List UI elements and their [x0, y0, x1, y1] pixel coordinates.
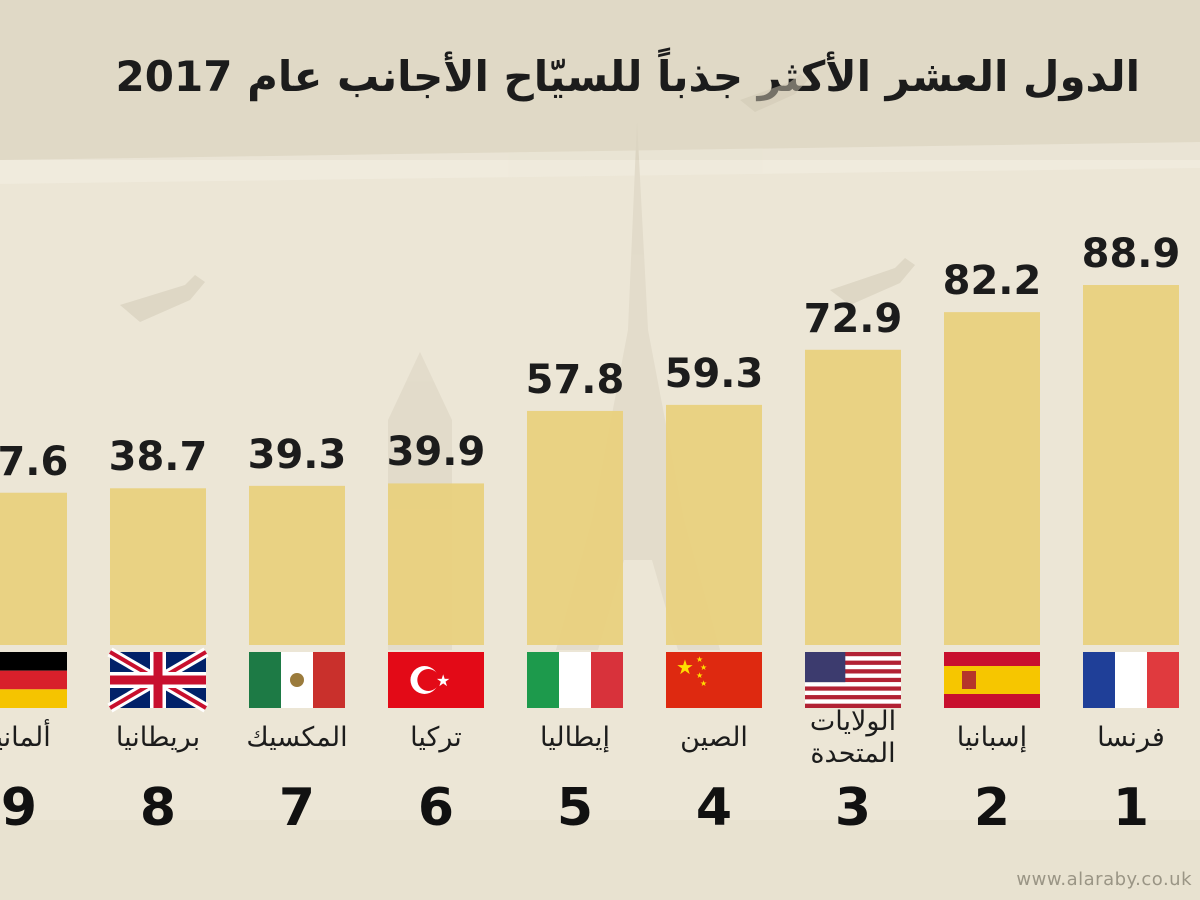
- usa-flag-icon: [805, 652, 901, 708]
- big-ben-spire: [388, 352, 452, 420]
- bar: [249, 485, 345, 645]
- bar: [110, 488, 206, 645]
- ground-strip: [0, 820, 1200, 900]
- site-credit: www.alaraby.co.uk: [1016, 869, 1192, 890]
- rank-label: 5: [556, 778, 594, 838]
- value-label: 39.3: [247, 431, 347, 478]
- rank-label: 6: [417, 778, 455, 838]
- value-label: 82.2: [942, 258, 1042, 305]
- bar: [666, 404, 762, 645]
- svg-text:★: ★: [436, 671, 450, 690]
- uk-flag-icon: [107, 647, 209, 713]
- country-label: فرنسا: [1097, 722, 1165, 753]
- bar: [527, 410, 623, 645]
- rank-label: 1: [1112, 778, 1150, 838]
- airplane-icon: [830, 258, 915, 305]
- chart-title: الدول العشر الأكثر جذباً للسيّاح الأجانب…: [115, 52, 1140, 101]
- header-band: [0, 0, 1200, 160]
- bar: [944, 312, 1040, 645]
- rank-label: 3: [834, 778, 872, 838]
- country-label: إسبانيا: [956, 722, 1028, 753]
- country-label: الصين: [680, 722, 748, 753]
- svg-text:★: ★: [696, 655, 703, 664]
- value-label: 37.6: [0, 438, 69, 485]
- svg-text:★: ★: [700, 679, 707, 688]
- italy-flag-icon: [527, 652, 623, 708]
- bar: [1083, 285, 1179, 645]
- airplane-icon: [740, 74, 808, 112]
- value-label: 72.9: [803, 295, 903, 342]
- rank-label: 2: [973, 778, 1011, 838]
- bar: [805, 349, 901, 645]
- bar: [388, 483, 484, 645]
- airplane-icon: [120, 275, 205, 322]
- rank-label: 9: [0, 778, 38, 838]
- rank-label: 8: [139, 778, 177, 838]
- country-label: ألمانيا: [0, 722, 51, 753]
- rank-label: 4: [695, 778, 733, 838]
- value-label: 88.9: [1081, 231, 1181, 277]
- france-flag-icon: [1083, 652, 1179, 708]
- country-label: المكسيك: [246, 722, 348, 753]
- value-label: 39.9: [386, 429, 486, 476]
- spain-flag-icon: [944, 652, 1040, 708]
- country-label: بريطانيا: [115, 722, 201, 753]
- rank-label: 7: [278, 778, 316, 838]
- value-label: 57.8: [525, 356, 625, 403]
- paper-strip: [0, 142, 1200, 184]
- china-flag-icon: ★ ★★★★: [666, 652, 762, 708]
- mexico-flag-icon: [249, 652, 345, 708]
- germany-flag-icon: [0, 652, 67, 708]
- value-label: 38.7: [108, 434, 208, 481]
- country-label: إيطاليا: [540, 722, 610, 753]
- svg-text:★: ★: [700, 663, 707, 672]
- svg-text:★: ★: [696, 671, 703, 680]
- svg-text:★: ★: [676, 655, 694, 679]
- value-label: 59.3: [664, 350, 764, 397]
- bar: [0, 492, 67, 645]
- country-label: تركيا: [410, 722, 462, 753]
- country-label: الولايات المتحدة: [809, 706, 897, 769]
- turkey-flag-icon: ★: [388, 652, 484, 708]
